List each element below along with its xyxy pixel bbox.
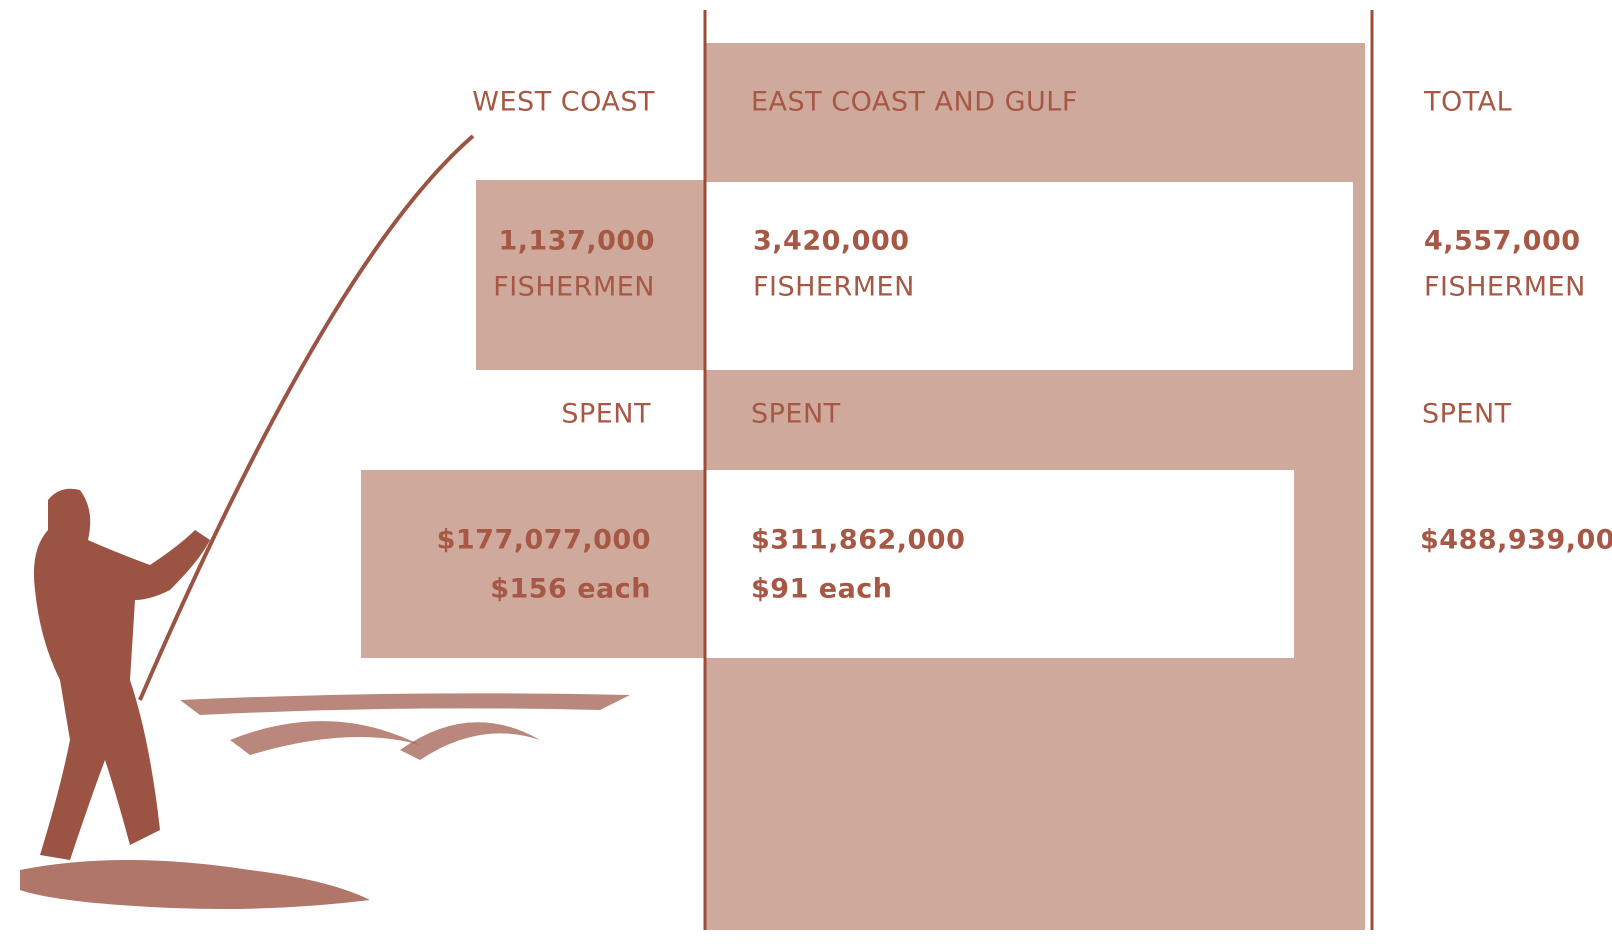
heading: EAST COAST AND GULF	[751, 87, 1078, 118]
infographic: WEST COAST 1,137,000 FISHERMEN SPENT $17…	[0, 0, 1612, 950]
fishermen-count: 4,557,000	[1424, 226, 1581, 257]
spent-label: SPENT	[1422, 399, 1512, 430]
per-person: $156 each	[490, 574, 651, 605]
spent-amount: $177,077,000	[437, 525, 651, 556]
fishermen-label: FISHERMEN	[1424, 272, 1586, 303]
heading: TOTAL	[1423, 87, 1512, 118]
spent-amount: $488,939,000	[1420, 525, 1612, 556]
fishermen-count: 3,420,000	[753, 226, 910, 257]
spent-label: SPENT	[751, 399, 841, 430]
fishermen-label: FISHERMEN	[493, 272, 655, 303]
heading: WEST COAST	[472, 87, 655, 118]
fishermen-count: 1,137,000	[498, 226, 655, 257]
spent-label: SPENT	[561, 399, 651, 430]
fishermen-label: FISHERMEN	[753, 272, 915, 303]
west-spent-box	[361, 470, 705, 658]
spent-amount: $311,862,000	[751, 525, 965, 556]
east-spent-box	[705, 470, 1294, 658]
per-person: $91 each	[751, 574, 893, 605]
